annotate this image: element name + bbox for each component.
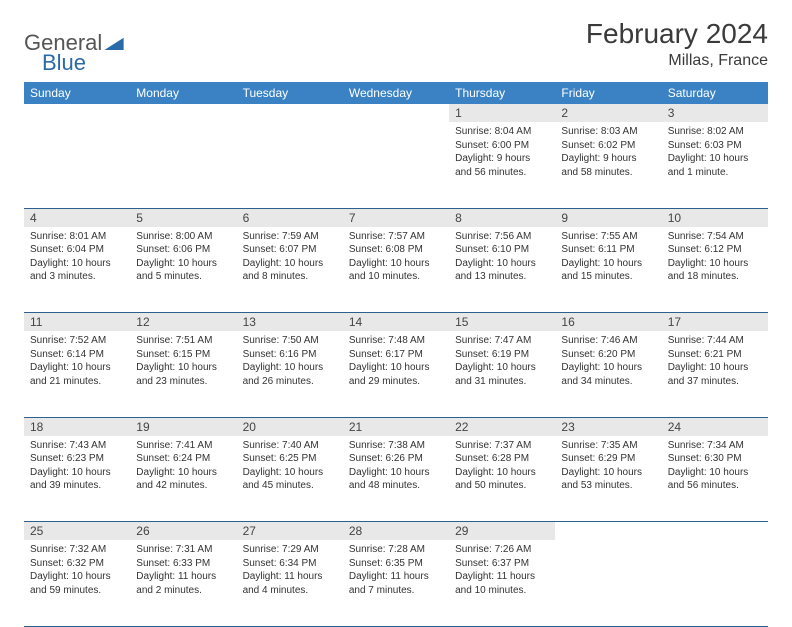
content-row: Sunrise: 7:43 AMSunset: 6:23 PMDaylight:… <box>24 436 768 522</box>
day-number: 7 <box>343 208 449 227</box>
day-number: 3 <box>662 104 768 122</box>
day-number: 15 <box>449 313 555 332</box>
day-number: 20 <box>237 417 343 436</box>
day-cell <box>24 122 130 208</box>
day-header: Tuesday <box>237 82 343 104</box>
day-number: 21 <box>343 417 449 436</box>
day-number: 29 <box>449 522 555 541</box>
day-cell: Sunrise: 7:46 AMSunset: 6:20 PMDaylight:… <box>555 331 661 417</box>
day-number <box>343 104 449 122</box>
day-number: 25 <box>24 522 130 541</box>
day-cell: Sunrise: 7:31 AMSunset: 6:33 PMDaylight:… <box>130 540 236 626</box>
day-number: 13 <box>237 313 343 332</box>
day-cell <box>343 122 449 208</box>
day-number: 8 <box>449 208 555 227</box>
day-number <box>555 522 661 541</box>
day-header: Thursday <box>449 82 555 104</box>
day-number: 11 <box>24 313 130 332</box>
day-number: 1 <box>449 104 555 122</box>
day-header: Sunday <box>24 82 130 104</box>
location-text: Millas, France <box>586 52 768 70</box>
content-row: Sunrise: 7:32 AMSunset: 6:32 PMDaylight:… <box>24 540 768 626</box>
day-cell: Sunrise: 7:47 AMSunset: 6:19 PMDaylight:… <box>449 331 555 417</box>
content-row: Sunrise: 8:04 AMSunset: 6:00 PMDaylight:… <box>24 122 768 208</box>
day-number: 24 <box>662 417 768 436</box>
day-cell: Sunrise: 7:38 AMSunset: 6:26 PMDaylight:… <box>343 436 449 522</box>
day-cell: Sunrise: 7:40 AMSunset: 6:25 PMDaylight:… <box>237 436 343 522</box>
day-header: Friday <box>555 82 661 104</box>
day-cell: Sunrise: 8:03 AMSunset: 6:02 PMDaylight:… <box>555 122 661 208</box>
day-number <box>24 104 130 122</box>
logo-triangle-icon-b <box>104 36 124 55</box>
day-number: 14 <box>343 313 449 332</box>
day-cell <box>555 540 661 626</box>
content-row: Sunrise: 7:52 AMSunset: 6:14 PMDaylight:… <box>24 331 768 417</box>
content-row: Sunrise: 8:01 AMSunset: 6:04 PMDaylight:… <box>24 227 768 313</box>
brand-logo-stack: General Blue <box>24 24 124 76</box>
day-cell: Sunrise: 7:26 AMSunset: 6:37 PMDaylight:… <box>449 540 555 626</box>
calendar-table: Sunday Monday Tuesday Wednesday Thursday… <box>24 82 768 627</box>
daynum-row: 45678910 <box>24 208 768 227</box>
day-cell: Sunrise: 8:02 AMSunset: 6:03 PMDaylight:… <box>662 122 768 208</box>
day-cell: Sunrise: 7:52 AMSunset: 6:14 PMDaylight:… <box>24 331 130 417</box>
day-cell <box>662 540 768 626</box>
day-header: Saturday <box>662 82 768 104</box>
day-number: 27 <box>237 522 343 541</box>
day-number: 6 <box>237 208 343 227</box>
day-cell <box>237 122 343 208</box>
day-number <box>130 104 236 122</box>
day-cell: Sunrise: 7:29 AMSunset: 6:34 PMDaylight:… <box>237 540 343 626</box>
day-cell: Sunrise: 7:51 AMSunset: 6:15 PMDaylight:… <box>130 331 236 417</box>
day-cell: Sunrise: 7:32 AMSunset: 6:32 PMDaylight:… <box>24 540 130 626</box>
day-header: Monday <box>130 82 236 104</box>
day-cell: Sunrise: 7:54 AMSunset: 6:12 PMDaylight:… <box>662 227 768 313</box>
day-header-row: Sunday Monday Tuesday Wednesday Thursday… <box>24 82 768 104</box>
day-number: 19 <box>130 417 236 436</box>
day-number: 12 <box>130 313 236 332</box>
day-cell: Sunrise: 7:57 AMSunset: 6:08 PMDaylight:… <box>343 227 449 313</box>
day-cell: Sunrise: 8:00 AMSunset: 6:06 PMDaylight:… <box>130 227 236 313</box>
day-cell: Sunrise: 7:50 AMSunset: 6:16 PMDaylight:… <box>237 331 343 417</box>
day-header: Wednesday <box>343 82 449 104</box>
daynum-row: 11121314151617 <box>24 313 768 332</box>
day-number: 9 <box>555 208 661 227</box>
day-cell: Sunrise: 7:43 AMSunset: 6:23 PMDaylight:… <box>24 436 130 522</box>
day-number: 18 <box>24 417 130 436</box>
day-number: 23 <box>555 417 661 436</box>
day-number: 26 <box>130 522 236 541</box>
day-cell: Sunrise: 7:48 AMSunset: 6:17 PMDaylight:… <box>343 331 449 417</box>
day-cell: Sunrise: 7:59 AMSunset: 6:07 PMDaylight:… <box>237 227 343 313</box>
title-block: February 2024 Millas, France <box>586 18 768 70</box>
day-number <box>237 104 343 122</box>
day-number: 5 <box>130 208 236 227</box>
day-number: 10 <box>662 208 768 227</box>
day-cell: Sunrise: 7:56 AMSunset: 6:10 PMDaylight:… <box>449 227 555 313</box>
day-cell: Sunrise: 7:28 AMSunset: 6:35 PMDaylight:… <box>343 540 449 626</box>
page-header: General February 2024 Millas, France <box>24 18 768 70</box>
day-cell: Sunrise: 7:34 AMSunset: 6:30 PMDaylight:… <box>662 436 768 522</box>
day-cell: Sunrise: 8:01 AMSunset: 6:04 PMDaylight:… <box>24 227 130 313</box>
day-cell: Sunrise: 7:37 AMSunset: 6:28 PMDaylight:… <box>449 436 555 522</box>
day-number: 17 <box>662 313 768 332</box>
day-cell <box>130 122 236 208</box>
day-number: 2 <box>555 104 661 122</box>
day-number: 28 <box>343 522 449 541</box>
day-number: 16 <box>555 313 661 332</box>
daynum-row: 123 <box>24 104 768 122</box>
daynum-row: 18192021222324 <box>24 417 768 436</box>
day-cell: Sunrise: 7:44 AMSunset: 6:21 PMDaylight:… <box>662 331 768 417</box>
month-title: February 2024 <box>586 18 768 50</box>
day-number: 4 <box>24 208 130 227</box>
day-cell: Sunrise: 7:35 AMSunset: 6:29 PMDaylight:… <box>555 436 661 522</box>
day-cell: Sunrise: 7:41 AMSunset: 6:24 PMDaylight:… <box>130 436 236 522</box>
day-cell: Sunrise: 7:55 AMSunset: 6:11 PMDaylight:… <box>555 227 661 313</box>
day-number: 22 <box>449 417 555 436</box>
daynum-row: 2526272829 <box>24 522 768 541</box>
day-number <box>662 522 768 541</box>
day-cell: Sunrise: 8:04 AMSunset: 6:00 PMDaylight:… <box>449 122 555 208</box>
